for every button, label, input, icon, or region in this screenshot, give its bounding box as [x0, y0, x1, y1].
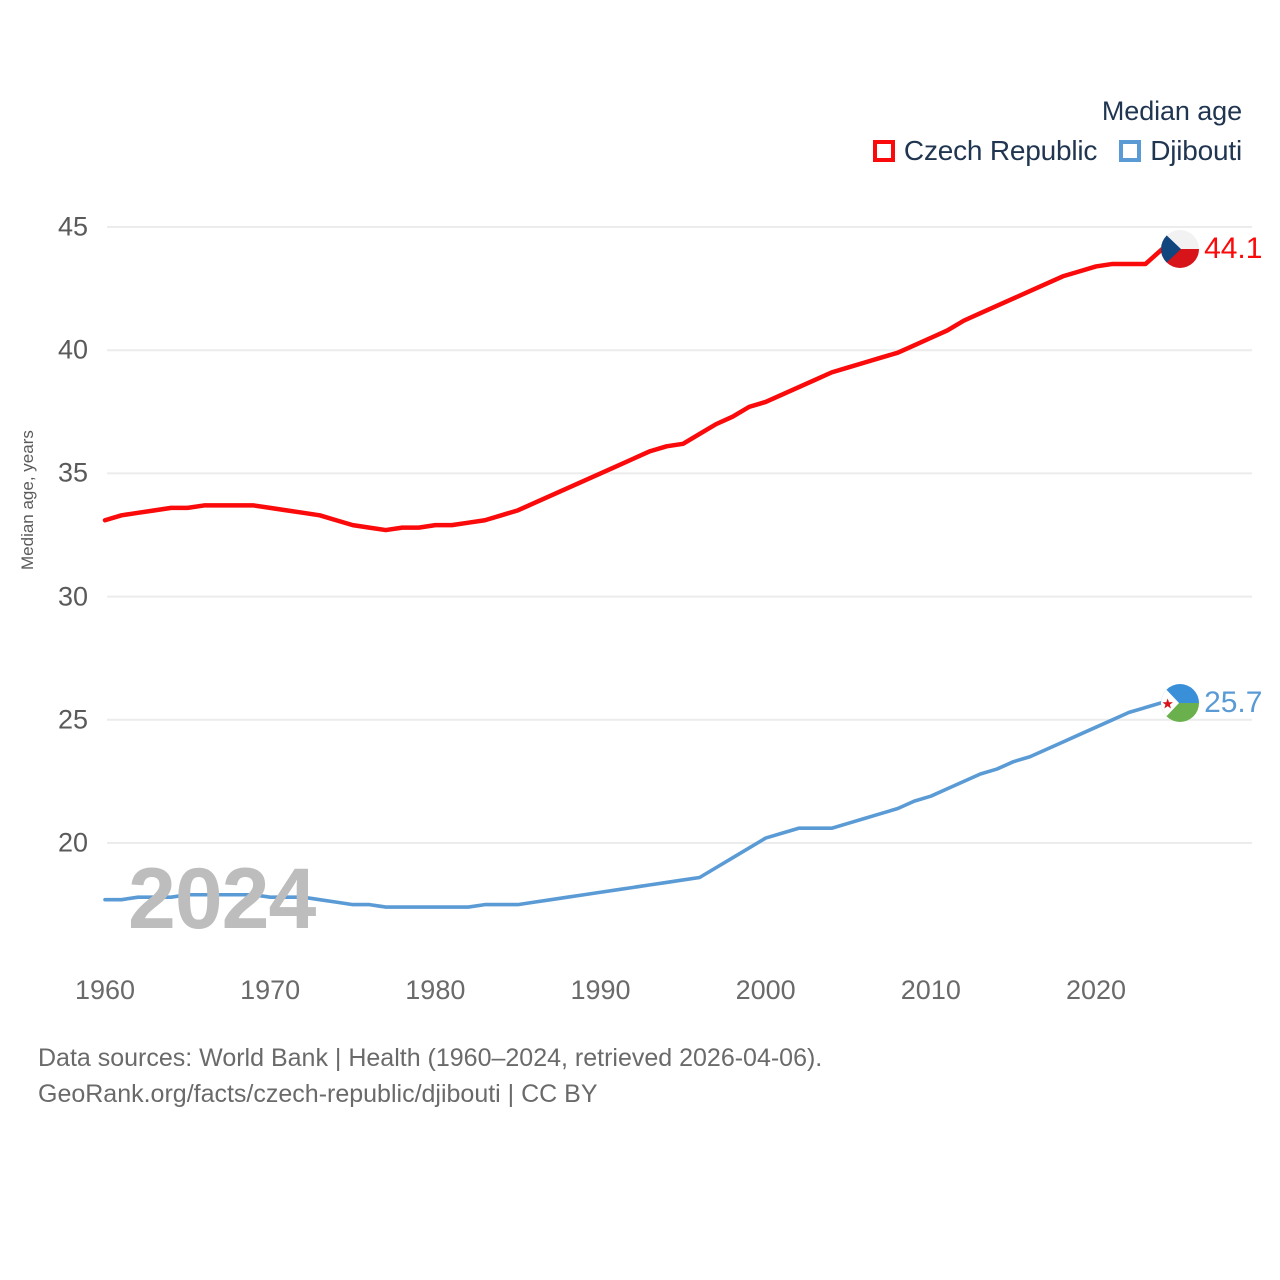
y-tick-35: 35 [57, 457, 88, 488]
legend-title: Median age [1101, 96, 1242, 126]
x-tick-1960: 1960 [74, 975, 136, 1005]
x-tick-2000: 2000 [735, 975, 796, 1005]
endpoint-label-czech-republic: 44.1 [1204, 232, 1263, 266]
legend-item-czech-republic[interactable]: Czech Republic [872, 135, 1098, 167]
series-lines [102, 246, 1165, 909]
x-tick-2010: 2010 [900, 975, 961, 1005]
series-line-djibouti [103, 700, 1164, 909]
legend-items: Czech Republic Djibouti [872, 135, 1242, 167]
y-tick-40: 40 [57, 334, 88, 365]
x-tick-2020: 2020 [1065, 975, 1127, 1005]
x-tick-1970: 1970 [240, 975, 301, 1005]
footer-attribution: Data sources: World Bank | Health (1960–… [38, 1040, 822, 1113]
footer-data-sources: Data sources: World Bank | Health (1960–… [38, 1044, 823, 1072]
x-tick-1980: 1980 [405, 975, 466, 1005]
y-tick-20: 20 [57, 827, 88, 858]
legend-item-djibouti[interactable]: Djibouti [1119, 135, 1242, 167]
x-tick-1990: 1990 [570, 975, 631, 1005]
czech-republic-flag-icon [1161, 230, 1200, 269]
chart-legend: Median age Czech Republic Djibouti [872, 96, 1242, 167]
y-tick-30: 30 [57, 581, 88, 612]
legend-label-czech-republic: Czech Republic [903, 135, 1098, 166]
legend-label-djibouti: Djibouti [1150, 135, 1242, 166]
footer-url-license[interactable]: GeoRank.org/facts/czech-republic/djibout… [38, 1080, 598, 1109]
y-tick-45: 45 [57, 211, 88, 242]
y-tick-25: 25 [57, 704, 88, 735]
series-line-czech-republic [102, 246, 1165, 533]
djibouti-flag-icon [1161, 683, 1200, 722]
endpoint-label-djibouti: 25.7 [1204, 685, 1263, 719]
year-watermark: 2024 [128, 851, 316, 947]
legend-swatch-czech-republic [872, 140, 895, 162]
gridlines [107, 226, 1252, 844]
legend-swatch-djibouti [1119, 140, 1142, 162]
